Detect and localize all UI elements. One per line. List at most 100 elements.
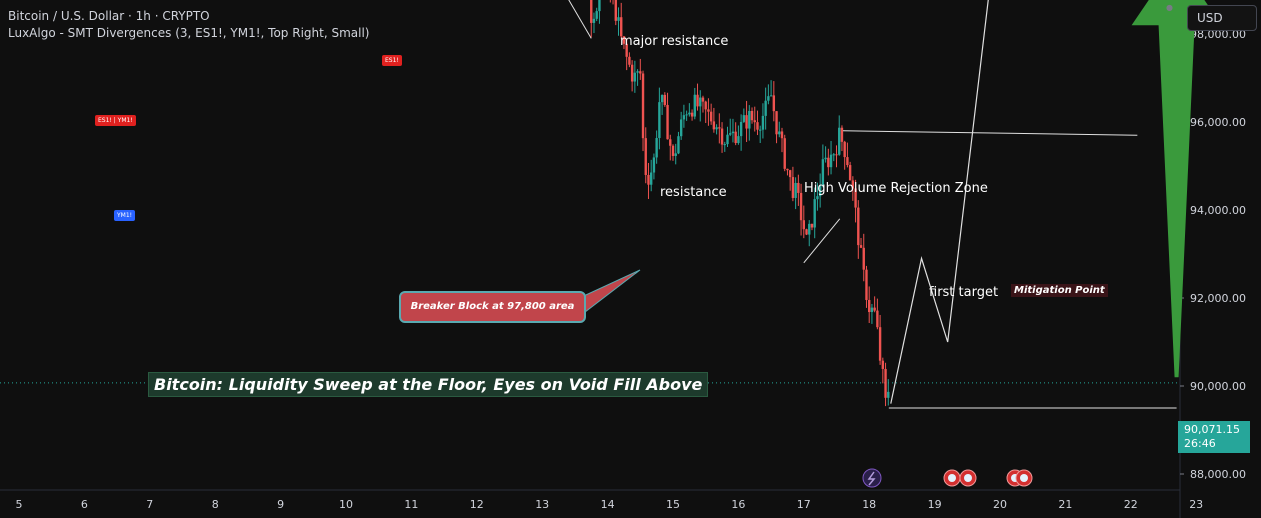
- candle-body: [647, 174, 650, 185]
- candle-body: [628, 56, 631, 65]
- indicator-legend[interactable]: LuxAlgo - SMT Divergences (3, ES1!, YM1!…: [8, 26, 370, 40]
- candle-body: [848, 165, 852, 181]
- candle-body: [636, 71, 639, 73]
- us-flag-icon-inner: [1020, 474, 1028, 482]
- first-target-label: first target: [929, 285, 999, 300]
- us-flag-icon-inner: [964, 474, 972, 482]
- candle-body: [729, 133, 732, 135]
- candle-body: [843, 141, 846, 158]
- major-resistance-label: major resistance: [620, 34, 729, 49]
- breaker-block-callout: Breaker Block at 97,800 area: [399, 291, 586, 323]
- bullish-arrow-icon: [1131, 0, 1222, 378]
- candle-body: [851, 180, 855, 189]
- candle-body: [592, 18, 596, 23]
- smt-badge-es1-ym1: ES1! | YM1!: [95, 115, 136, 126]
- settings-dot-icon[interactable]: ●: [1166, 3, 1173, 12]
- candle-body: [799, 192, 803, 221]
- x-tick-label: 16: [731, 498, 745, 511]
- x-tick-label: 23: [1189, 498, 1203, 511]
- candle-body: [808, 223, 811, 235]
- candle-body: [709, 111, 713, 122]
- candle-body: [652, 157, 656, 173]
- x-tick-label: 19: [928, 498, 942, 511]
- candle-body: [829, 154, 833, 168]
- candle-body: [802, 220, 805, 230]
- candle-body: [734, 131, 737, 144]
- candle-body: [739, 121, 743, 137]
- candle-body: [788, 170, 792, 178]
- x-tick-label: 10: [339, 498, 353, 511]
- candle-body: [720, 128, 724, 145]
- candle-body: [794, 182, 797, 198]
- candle-body: [887, 391, 890, 398]
- candle-body: [840, 127, 844, 142]
- candle-body: [846, 157, 849, 166]
- x-tick-label: 12: [470, 498, 484, 511]
- candle-body: [723, 144, 726, 146]
- chart-headline: Bitcoin: Liquidity Sweep at the Floor, E…: [148, 372, 709, 397]
- candle-body: [622, 36, 626, 44]
- symbol-title: Bitcoin / U.S. Dollar · 1h · CRYPTO: [8, 9, 210, 23]
- x-tick-label: 11: [404, 498, 418, 511]
- candle-body: [857, 207, 860, 246]
- x-tick-label: 5: [16, 498, 23, 511]
- candle-body: [821, 159, 825, 186]
- candle-body: [688, 112, 691, 115]
- candle-body: [712, 121, 716, 130]
- candle-body: [639, 71, 642, 74]
- candle-body: [693, 94, 696, 117]
- candle-body: [832, 154, 835, 156]
- candle-body: [685, 114, 688, 116]
- candle-body: [816, 196, 819, 200]
- candle-body: [641, 73, 645, 139]
- candle-body: [764, 100, 767, 116]
- candle-body: [778, 131, 781, 135]
- us-flag-icon-inner: [948, 474, 956, 482]
- candle-body: [827, 157, 830, 168]
- candle-body: [699, 97, 702, 107]
- candle-body: [620, 17, 623, 37]
- candle-body: [756, 122, 759, 130]
- x-tick-label: 8: [212, 498, 219, 511]
- candle-body: [674, 153, 677, 156]
- candle-body: [677, 136, 680, 154]
- candle-body: [696, 94, 699, 107]
- candle-body: [810, 223, 814, 228]
- candle-body: [797, 182, 800, 193]
- candle-body: [669, 139, 672, 146]
- candle-body: [690, 112, 694, 117]
- candle-body: [873, 307, 876, 311]
- last-price-value: 90,071.15: [1184, 423, 1240, 436]
- bar-countdown: 26:46: [1184, 437, 1216, 450]
- smt-badge-es1: ES1!: [382, 55, 402, 66]
- x-tick-label: 20: [993, 498, 1007, 511]
- candle-body: [824, 157, 827, 160]
- trendline-1: [568, 0, 592, 39]
- candle-body: [718, 127, 721, 129]
- candle-body: [650, 172, 653, 185]
- candle-body: [737, 136, 740, 144]
- candle-body: [731, 131, 735, 134]
- candle-body: [854, 188, 857, 208]
- candle-body: [761, 115, 765, 130]
- candle-body: [859, 245, 863, 248]
- currency-button[interactable]: USD: [1187, 5, 1257, 31]
- candle-body: [679, 119, 683, 137]
- projection-path: [890, 0, 989, 404]
- candle-body: [595, 11, 598, 19]
- x-tick-label: 13: [535, 498, 549, 511]
- candle-body: [701, 97, 705, 102]
- trendline-2: [803, 218, 841, 264]
- candle-body: [818, 185, 822, 197]
- candle-body: [838, 127, 841, 155]
- candle-body: [598, 0, 601, 12]
- candle-body: [767, 96, 770, 101]
- y-tick-label: 90,000.00: [1190, 380, 1246, 393]
- x-tick-label: 15: [666, 498, 680, 511]
- candle-body: [726, 134, 729, 145]
- candle-body: [786, 168, 789, 171]
- candle-body: [876, 310, 879, 328]
- y-tick-label: 94,000.00: [1190, 204, 1246, 217]
- x-tick-label: 22: [1124, 498, 1138, 511]
